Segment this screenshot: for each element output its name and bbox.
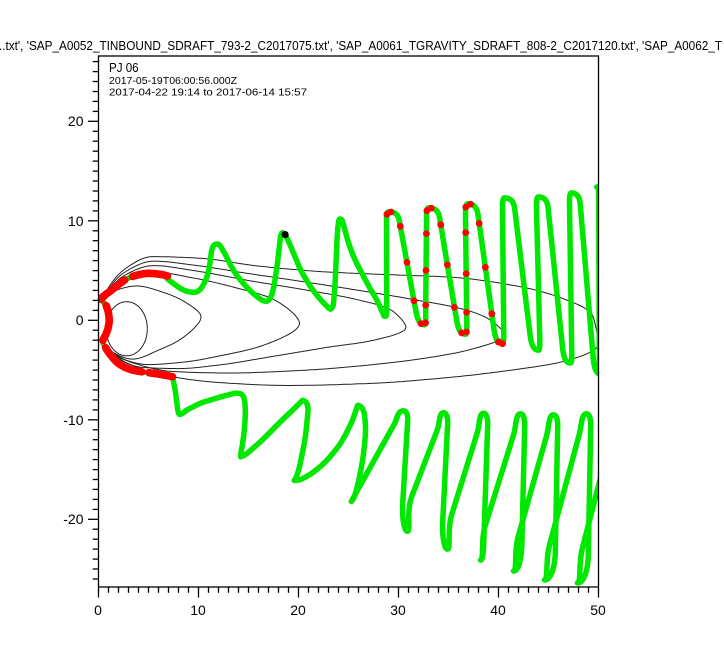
svg-text:10: 10 (190, 602, 206, 618)
svg-text:-10: -10 (63, 412, 83, 428)
svg-text:50: 50 (590, 602, 606, 618)
svg-text:0: 0 (94, 602, 102, 618)
svg-text:20: 20 (290, 602, 306, 618)
svg-text:30: 30 (390, 602, 406, 618)
svg-text:2017-05-19T06:00:56.000Z: 2017-05-19T06:00:56.000Z (109, 75, 238, 87)
svg-text:..txt', 'SAP_A0052_TINBOUND_SD: ..txt', 'SAP_A0052_TINBOUND_SDRAFT_793-2… (0, 38, 722, 53)
svg-text:10: 10 (68, 213, 84, 229)
svg-text:-20: -20 (63, 511, 83, 527)
svg-text:PJ 06: PJ 06 (109, 60, 139, 75)
svg-text:2017-04-22 19:14 to 2017-06-14: 2017-04-22 19:14 to 2017-06-14 15:57 (109, 86, 307, 98)
svg-text:40: 40 (490, 602, 506, 618)
svg-text:20: 20 (68, 113, 84, 129)
svg-text:0: 0 (76, 312, 84, 328)
